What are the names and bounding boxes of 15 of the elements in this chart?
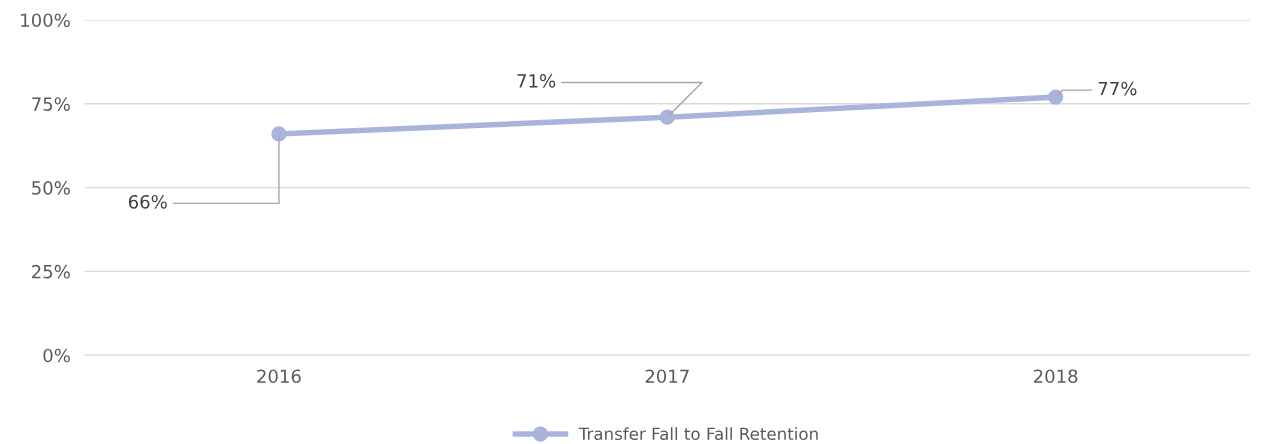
y-tick-label: 50% <box>32 181 70 195</box>
legend-label: Transfer Fall to Fall Retention <box>578 427 818 441</box>
data-label: 71% <box>517 74 556 88</box>
y-tick-label: 0% <box>43 348 70 363</box>
point <box>659 109 675 125</box>
data-label: 77% <box>1098 81 1137 96</box>
y-tick-label: 100% <box>21 13 70 28</box>
x-tick-label: 2016 <box>257 369 301 384</box>
x-tick-label: 2018 <box>1033 369 1078 384</box>
point <box>271 126 287 142</box>
y-tick-label: 25% <box>32 264 70 279</box>
data-label: 66% <box>128 194 167 209</box>
y-tick-label: 75% <box>32 97 70 111</box>
x-tick-label: 2017 <box>645 369 689 384</box>
point <box>1048 89 1064 105</box>
